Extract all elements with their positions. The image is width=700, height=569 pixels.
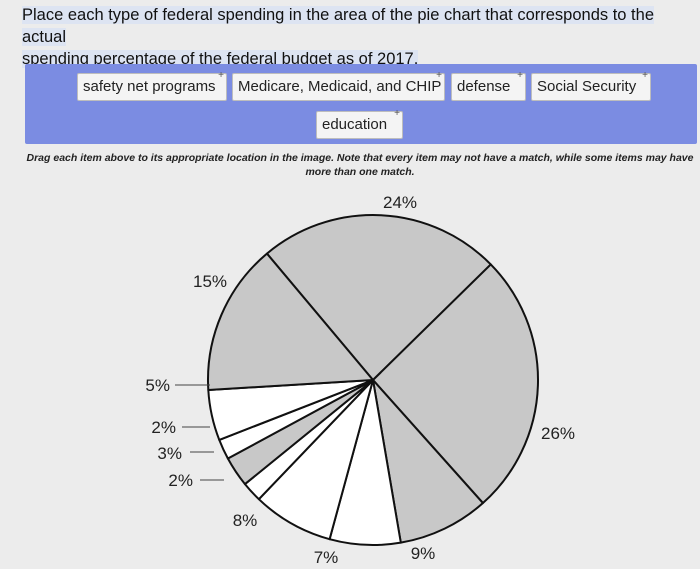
drag-item-label: defense <box>457 78 511 95</box>
drag-item-education[interactable]: education + <box>316 108 403 139</box>
plus-icon: + <box>436 70 442 81</box>
pie-labels: 24% 26% 9% 7% 8% 2% 3% 2% 5% 15% <box>145 193 575 567</box>
slice-percent-label: 8% <box>233 511 258 530</box>
drag-item-social-security[interactable]: Social Security + <box>531 70 651 101</box>
slice-percent-label: 3% <box>157 444 182 463</box>
drag-item-label: safety net programs <box>83 78 216 95</box>
pie-slices <box>206 214 540 546</box>
slice-percent-label: 2% <box>168 471 193 490</box>
instructions-line-2: more than one match. <box>305 166 415 178</box>
drag-item-label: education <box>322 116 388 133</box>
drag-item-defense[interactable]: defense + <box>451 70 526 101</box>
slice-percent-label: 2% <box>151 418 176 437</box>
instructions-line-1: Drag each item above to its appropriate … <box>26 152 694 164</box>
question-text: Place each type of federal spending in t… <box>22 4 670 70</box>
slice-percent-label: 5% <box>145 376 170 395</box>
plus-icon: + <box>394 108 400 119</box>
slice-percent-label: 15% <box>193 272 227 291</box>
plus-icon: + <box>218 70 224 81</box>
drag-item-bank: safety net programs + Medicare, Medicaid… <box>25 64 697 144</box>
pie-slice[interactable] <box>372 263 540 505</box>
question-line-2: spending percentage of the federal budge… <box>22 50 419 68</box>
slice-percent-label: 24% <box>383 193 417 212</box>
pie-slice[interactable] <box>265 214 492 381</box>
pie-slice[interactable] <box>372 379 484 544</box>
drag-item-label: Medicare, Medicaid, and CHIP <box>238 78 442 95</box>
drag-item-safety-net-programs[interactable]: safety net programs + <box>77 70 227 101</box>
pie-leader-lines <box>175 384 224 481</box>
plus-icon: + <box>517 70 523 81</box>
slice-percent-label: 26% <box>541 424 575 443</box>
drag-item-label: Social Security <box>537 78 637 95</box>
slice-percent-label: 9% <box>411 544 436 563</box>
slice-percent-label: 7% <box>314 548 339 567</box>
drag-item-medicare-medicaid-chip[interactable]: Medicare, Medicaid, and CHIP + <box>232 70 445 101</box>
plus-icon: + <box>642 70 648 81</box>
pie-slice[interactable] <box>206 252 374 391</box>
drag-instructions: Drag each item above to its appropriate … <box>20 151 700 179</box>
